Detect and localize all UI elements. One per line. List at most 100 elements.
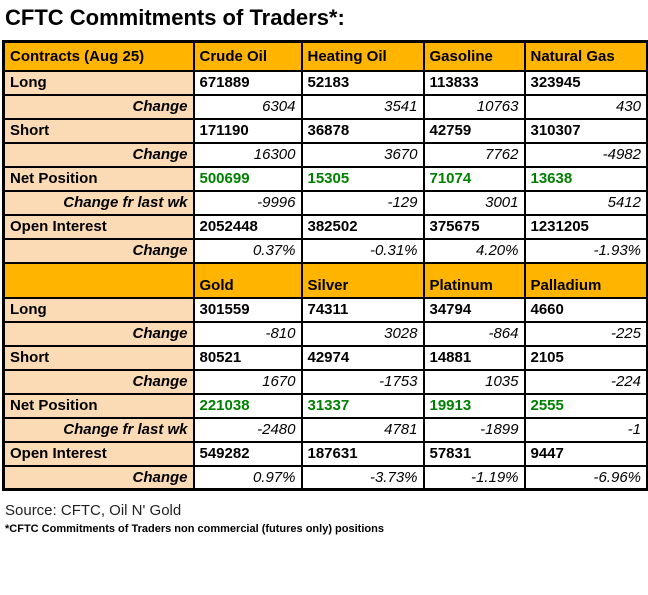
cell-value: -129: [300, 189, 425, 216]
cell-value: 42759: [422, 117, 526, 144]
cell-value: 0.97%: [192, 464, 303, 491]
source-text: Source: CFTC, Oil N' Gold: [5, 502, 182, 519]
row-label: Change fr last wk: [2, 189, 195, 216]
cell-value: 171190: [192, 117, 303, 144]
cell-value: 310307: [523, 117, 648, 144]
page: CFTC Commitments of Traders*: Contracts …: [0, 5, 648, 595]
cell-value: -1: [523, 416, 648, 443]
row-label: Net Position: [2, 392, 195, 419]
cell-value: 2105: [523, 344, 648, 371]
row-label: Change: [2, 464, 195, 491]
row-label: Long: [2, 296, 195, 323]
column-header: Heating Oil: [300, 40, 425, 72]
cell-value: -864: [422, 320, 526, 347]
cell-value: 500699: [192, 165, 303, 192]
cell-value: -9996: [192, 189, 303, 216]
cell-value: -810: [192, 320, 303, 347]
cell-value: 19913: [422, 392, 526, 419]
cell-value: 4.20%: [422, 237, 526, 264]
cell-value: 36878: [300, 117, 425, 144]
cell-value: -2480: [192, 416, 303, 443]
cell-value: 3028: [300, 320, 425, 347]
cell-value: 10763: [422, 93, 526, 120]
cell-value: 301559: [192, 296, 303, 323]
row-label: Change: [2, 237, 195, 264]
table-row: Change fr last wk -9996 -129 3001 5412: [2, 189, 648, 216]
cell-value: -0.31%: [300, 237, 425, 264]
cell-value: 15305: [300, 165, 425, 192]
cell-value: 549282: [192, 440, 303, 467]
table-row: Change -810 3028 -864 -225: [2, 320, 648, 347]
column-header: Platinum: [422, 261, 526, 299]
table-row: Short 80521 42974 14881 2105: [2, 344, 648, 371]
cell-value: 2555: [523, 392, 648, 419]
cell-value: 221038: [192, 392, 303, 419]
table-row: Long 671889 52183 113833 323945: [2, 69, 648, 96]
table-row: Net Position 221038 31337 19913 2555: [2, 392, 648, 419]
cot-table-body: Contracts (Aug 25) Crude Oil Heating Oil Ga…: [2, 40, 648, 491]
cot-table: Contracts (Aug 25) Crude Oil Heating Oil Ga…: [2, 40, 648, 491]
row-label-header: Contracts (Aug 25): [2, 40, 195, 72]
cell-value: 6304: [192, 93, 303, 120]
row-label: Change: [2, 320, 195, 347]
cell-value: 5412: [523, 189, 648, 216]
cell-value: 9447: [523, 440, 648, 467]
column-header: Natural Gas: [523, 40, 648, 72]
cell-value: 3001: [422, 189, 526, 216]
cell-value: 52183: [300, 69, 425, 96]
row-label: Net Position: [2, 165, 195, 192]
cell-value: 2052448: [192, 213, 303, 240]
cell-value: 187631: [300, 440, 425, 467]
cell-value: 31337: [300, 392, 425, 419]
cell-value: 42974: [300, 344, 425, 371]
table-row: Change fr last wk -2480 4781 -1899 -1: [2, 416, 648, 443]
cell-value: 74311: [300, 296, 425, 323]
row-label: Long: [2, 69, 195, 96]
cell-value: 71074: [422, 165, 526, 192]
cell-value: 13638: [523, 165, 648, 192]
cell-value: 113833: [422, 69, 526, 96]
cell-value: 16300: [192, 141, 303, 168]
page-title: CFTC Commitments of Traders*:: [5, 5, 345, 30]
table-row: Change 16300 3670 7762 -4982: [2, 141, 648, 168]
cell-value: 80521: [192, 344, 303, 371]
row-label: Short: [2, 344, 195, 371]
column-header: Crude Oil: [192, 40, 303, 72]
cell-value: 4660: [523, 296, 648, 323]
column-header: Silver: [300, 261, 425, 299]
cell-value: -224: [523, 368, 648, 395]
row-label: Short: [2, 117, 195, 144]
table-row: Long 301559 74311 34794 4660: [2, 296, 648, 323]
cell-value: -1899: [422, 416, 526, 443]
cell-value: -1753: [300, 368, 425, 395]
cell-value: 57831: [422, 440, 526, 467]
cell-value: 34794: [422, 296, 526, 323]
cell-value: -4982: [523, 141, 648, 168]
row-label: Change: [2, 141, 195, 168]
cell-value: -6.96%: [523, 464, 648, 491]
cell-value: 671889: [192, 69, 303, 96]
table-row: Open Interest 549282 187631 57831 9447: [2, 440, 648, 467]
cell-value: 430: [523, 93, 648, 120]
cell-value: 323945: [523, 69, 648, 96]
row-label: Change: [2, 93, 195, 120]
cell-value: 3670: [300, 141, 425, 168]
table-row: Change 0.37% -0.31% 4.20% -1.93%: [2, 237, 648, 264]
table-row: Change 6304 3541 10763 430: [2, 93, 648, 120]
cell-value: 14881: [422, 344, 526, 371]
cell-value: 382502: [300, 213, 425, 240]
table-row: Net Position 500699 15305 71074 13638: [2, 165, 648, 192]
cell-value: 1231205: [523, 213, 648, 240]
row-label: Open Interest: [2, 213, 195, 240]
row-label: Open Interest: [2, 440, 195, 467]
section-header-row: Gold Silver Platinum Palladium: [2, 261, 648, 299]
cell-value: 375675: [422, 213, 526, 240]
cell-value: 4781: [300, 416, 425, 443]
row-label-header: [2, 261, 195, 299]
column-header: Gold: [192, 261, 303, 299]
cell-value: -1.93%: [523, 237, 648, 264]
section-header-row: Contracts (Aug 25) Crude Oil Heating Oil Ga…: [2, 40, 648, 72]
row-label: Change: [2, 368, 195, 395]
cell-value: -225: [523, 320, 648, 347]
cell-value: 7762: [422, 141, 526, 168]
